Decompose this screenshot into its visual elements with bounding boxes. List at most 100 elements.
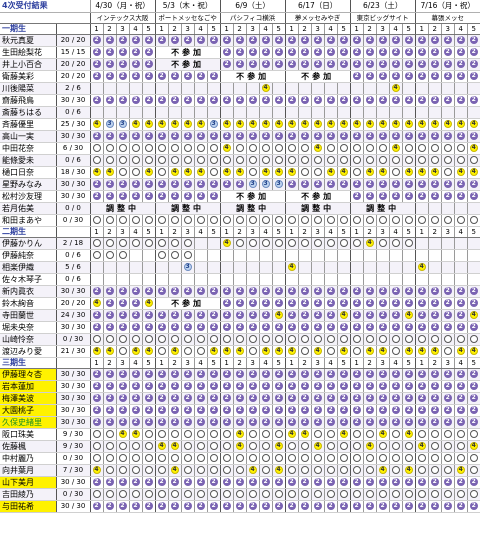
- available-mark: [378, 442, 387, 450]
- member-row: 梅澤美波 30 / 30 2 2 2 2 2 2 2 2 2 2 2 2 2 2 2 2 2 2 2 2 2 2 2 2 2 2 2 2 2…: [0, 392, 480, 405]
- sold-out-4th-mark: 4: [105, 347, 114, 355]
- slot-cell: 2: [428, 392, 442, 405]
- sold-out-2nd-mark: 2: [105, 60, 114, 68]
- slot-cell: 2: [428, 178, 442, 191]
- sold-out-4th-mark: 4: [469, 144, 478, 152]
- sold-out-2nd-mark: 2: [157, 311, 166, 319]
- available-mark: [391, 239, 400, 247]
- slot-cell: 2: [376, 392, 390, 405]
- available-mark: [248, 335, 257, 343]
- slot-cell: [285, 464, 299, 477]
- sold-out-2nd-mark: 2: [352, 311, 361, 319]
- part-number: 1: [350, 357, 364, 369]
- member-row: 渡辺みり愛 21 / 30 4 4 4 4 4 4 4 4 4 4 4 4 4 4 4 4 4 4 4 4: [0, 345, 480, 358]
- available-mark: [144, 490, 153, 498]
- slot-cell: [402, 488, 416, 501]
- sold-out-2nd-mark: 2: [365, 323, 374, 331]
- slot-cell: [428, 154, 442, 167]
- slot-cell: 2: [376, 58, 390, 71]
- sold-out-2nd-mark: 2: [443, 192, 452, 200]
- sold-out-2nd-mark: 2: [196, 180, 205, 188]
- available-mark: [404, 216, 413, 224]
- slot-cell: 2: [285, 368, 299, 381]
- available-mark: [131, 216, 140, 224]
- slot-cell: 2: [389, 476, 403, 489]
- slot-cell: 2: [454, 94, 468, 107]
- sold-out-2nd-mark: 2: [183, 418, 192, 426]
- slot-cell: [129, 214, 143, 227]
- slot-cell: 2: [207, 70, 221, 83]
- sold-out-2nd-mark: 2: [326, 323, 335, 331]
- sold-out-2nd-mark: 2: [261, 394, 270, 402]
- slot-cell: [259, 464, 273, 477]
- slot-cell: [467, 333, 480, 346]
- slot-cell: 4: [90, 166, 104, 179]
- available-mark: [326, 144, 335, 152]
- slot-cell: 2: [389, 70, 403, 83]
- available-mark: [430, 466, 439, 474]
- slot-cell: [467, 464, 480, 477]
- available-mark: [339, 490, 348, 498]
- available-mark: [105, 156, 114, 164]
- sold-out-2nd-mark: 2: [183, 394, 192, 402]
- sold-out-2nd-mark: 2: [287, 370, 296, 378]
- part-number: 3: [376, 23, 390, 35]
- slot-cell: 2: [324, 380, 338, 393]
- slot-cell: 2: [194, 309, 208, 322]
- sold-out-2nd-mark: 2: [365, 48, 374, 56]
- slot-cell: 2: [246, 500, 260, 513]
- sold-out-2nd-mark: 2: [456, 370, 465, 378]
- slot-cell: [207, 464, 221, 477]
- sold-out-2nd-mark: 2: [274, 48, 283, 56]
- slot-cell: [298, 261, 312, 274]
- sold-out-2nd-mark: 2: [456, 192, 465, 200]
- slot-cell: [337, 440, 351, 453]
- slot-cell: 2: [298, 404, 312, 417]
- slot-cell: 2: [129, 416, 143, 429]
- slot-cell: [285, 488, 299, 501]
- available-mark: [430, 430, 439, 438]
- slot-cell: 2: [181, 190, 195, 203]
- available-mark: [92, 144, 101, 152]
- available-mark: [391, 168, 400, 176]
- slot-cell: 4: [90, 464, 104, 477]
- slot-cell: [129, 333, 143, 346]
- slot-cell: 2: [454, 46, 468, 59]
- slot-cell: 2: [467, 46, 480, 59]
- slot-cell: [207, 452, 221, 465]
- slot-cell: 2: [103, 404, 117, 417]
- sold-out-2nd-mark: 2: [105, 72, 114, 80]
- slot-cell: 2: [324, 404, 338, 417]
- part-number: 2: [233, 357, 247, 369]
- slot-cell: 2: [155, 380, 169, 393]
- sold-out-4th-mark: 4: [339, 120, 348, 128]
- slot-cell: 2: [168, 70, 182, 83]
- available-mark: [196, 335, 205, 343]
- sold-out-4th-mark: 4: [274, 311, 283, 319]
- slot-cell: 4: [402, 166, 416, 179]
- sold-out-2nd-mark: 2: [248, 48, 257, 56]
- slot-cell: 2: [311, 309, 325, 322]
- slot-cell: 4: [454, 166, 468, 179]
- sold-out-2nd-mark: 2: [456, 478, 465, 486]
- slot-cell: 4: [402, 464, 416, 477]
- slot-cell: [441, 249, 455, 262]
- slot-cell: [90, 154, 104, 167]
- sold-out-2nd-mark: 2: [365, 72, 374, 80]
- slot-cell: 4: [220, 166, 234, 179]
- available-mark: [365, 216, 374, 224]
- sold-out-2nd-mark: 2: [287, 36, 296, 44]
- slot-cell: [90, 440, 104, 453]
- slot-cell: [142, 261, 156, 274]
- slot-cell: [272, 333, 286, 346]
- slot-cell: [220, 106, 234, 119]
- slot-cell: [428, 452, 442, 465]
- sold-out-2nd-mark: 2: [170, 370, 179, 378]
- slot-cell: [246, 488, 260, 501]
- sold-out-2nd-mark: 2: [404, 36, 413, 44]
- available-mark: [391, 156, 400, 164]
- slot-cell: [103, 249, 117, 262]
- available-mark: [287, 239, 296, 247]
- sold-out-2nd-mark: 2: [339, 406, 348, 414]
- slot-cell: 2: [324, 321, 338, 334]
